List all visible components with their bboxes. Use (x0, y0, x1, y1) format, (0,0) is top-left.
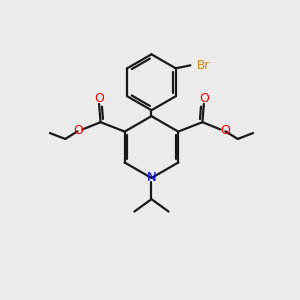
Text: O: O (73, 124, 83, 137)
Text: N: N (147, 172, 156, 184)
Text: O: O (94, 92, 104, 105)
Text: O: O (199, 92, 209, 105)
Text: O: O (220, 124, 230, 137)
Text: Br: Br (197, 59, 210, 72)
